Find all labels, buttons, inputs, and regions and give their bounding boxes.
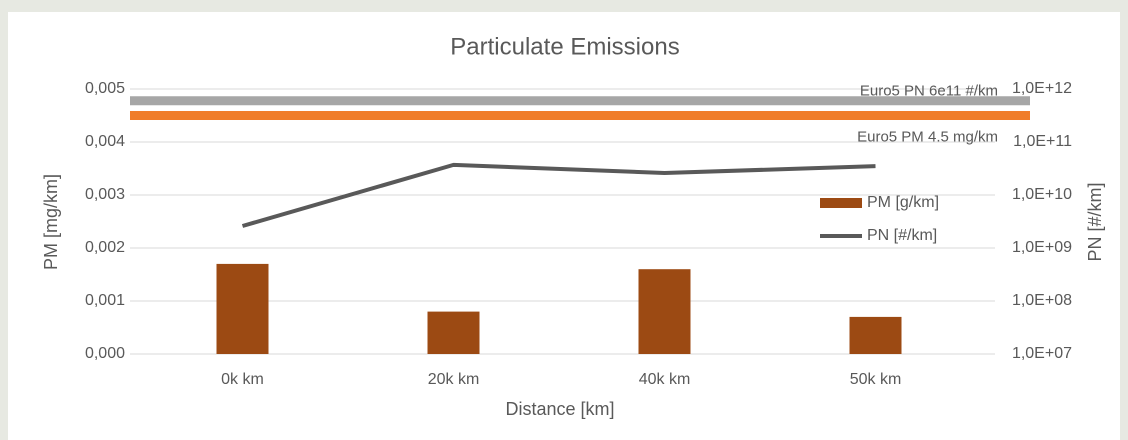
y2-axis-title: PN [#/km] [1085,182,1105,261]
y2-tick-label: 1,0E+07 [1012,345,1072,362]
y-axis-title: PM [mg/km] [41,174,61,270]
y2-tick-label: 1,0E+10 [1012,186,1072,203]
legend-label: PM [g/km] [867,194,939,211]
bar [216,263,269,354]
y-tick-label: 0,001 [85,292,125,309]
y-tick-label: 0,002 [85,239,125,256]
y2-tick-label: 1,0E+12 [1012,80,1072,97]
legend-swatch [820,198,862,208]
legend-label: PN [#/km] [867,227,937,244]
y-tick-label: 0,004 [85,133,125,150]
x-tick-label: 20k km [428,371,480,388]
line [241,162,876,228]
y-tick-label: 0,003 [85,186,125,203]
bar [638,269,691,354]
y-tick-label: 0,005 [85,80,125,97]
y2-tick-label: 1,0E+08 [1012,292,1072,309]
bar [849,316,902,354]
x-tick-label: 50k km [850,371,902,388]
chart-panel [8,12,1120,440]
y2-tick-label: 1,0E+09 [1012,239,1072,256]
reference-label: Euro5 PM 4.5 mg/km [857,128,998,145]
y2-tick-label: 1,0E+11 [1013,133,1072,150]
reference-label: Euro5 PN 6e11 #/km [860,83,998,100]
bar [427,311,480,354]
x-tick-label: 40k km [639,371,691,388]
x-tick-label: 0k km [221,371,264,388]
x-axis-title: Distance [km] [505,399,614,419]
chart-title: Particulate Emissions [450,33,679,60]
y-tick-label: 0,000 [85,345,125,362]
